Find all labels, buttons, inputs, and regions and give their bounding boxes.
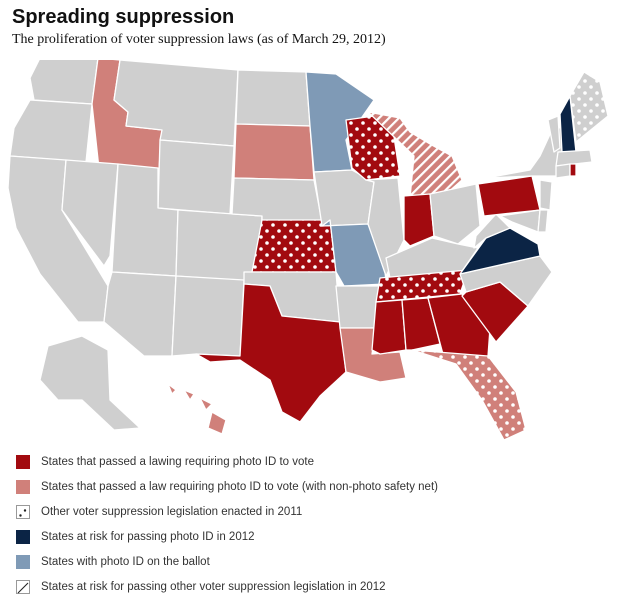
legend-item-photo-id-safety-net: States that passed a law requiring photo… xyxy=(16,478,606,503)
legend-swatch-other-2011 xyxy=(16,505,30,519)
state-florida xyxy=(411,349,527,441)
state-pattern-wisconsin xyxy=(346,116,400,180)
legend-item-on-ballot: States with photo ID on the ballot xyxy=(16,553,606,578)
state-shape-vermont xyxy=(547,115,561,153)
state-shape-alaska xyxy=(39,335,141,431)
state-massachusetts xyxy=(555,149,593,167)
state-shape-massachusetts xyxy=(555,149,593,167)
state-shape-south-dakota xyxy=(233,123,315,181)
map-subtitle: The proliferation of voter suppression l… xyxy=(12,32,386,47)
state-delaware xyxy=(537,209,549,233)
legend-item-at-risk-photo-id: States at risk for passing photo ID in 2… xyxy=(16,528,606,553)
state-shape-nevada xyxy=(61,159,119,267)
legend-label: States at risk for passing photo ID in 2… xyxy=(41,531,255,543)
state-shape-washington xyxy=(29,60,99,105)
us-map xyxy=(7,60,609,441)
state-shape-hawaii xyxy=(167,383,227,435)
state-pattern-tennessee xyxy=(376,270,468,302)
map-title: Spreading suppression xyxy=(12,6,235,28)
state-shape-nebraska xyxy=(231,177,323,223)
state-shape-pennsylvania xyxy=(477,175,541,217)
state-arizona xyxy=(103,271,177,357)
state-alaska xyxy=(39,335,141,431)
state-shape-wyoming xyxy=(157,139,235,215)
state-pattern-kansas xyxy=(252,220,336,272)
state-washington xyxy=(29,60,99,105)
state-colorado xyxy=(175,209,263,283)
state-shape-oregon xyxy=(9,99,93,163)
legend-swatch-at-risk-photo-id xyxy=(16,530,30,544)
state-south-dakota xyxy=(233,123,315,181)
legend-item-photo-id: States that passed a lawing requiring ph… xyxy=(16,453,606,478)
map-legend: States that passed a lawing requiring ph… xyxy=(16,453,606,603)
state-tennessee xyxy=(375,269,469,303)
legend-swatch-photo-id-safety-net xyxy=(16,480,30,494)
state-shape-colorado xyxy=(175,209,263,283)
legend-label: States that passed a law requiring photo… xyxy=(41,481,438,493)
state-pennsylvania xyxy=(477,175,541,217)
state-mississippi xyxy=(371,299,407,355)
legend-swatch-at-risk-other xyxy=(16,580,30,594)
state-indiana xyxy=(403,193,435,247)
state-virginia xyxy=(459,227,541,275)
state-shape-mississippi xyxy=(371,299,407,355)
state-nevada xyxy=(61,159,119,267)
legend-label: States that passed a lawing requiring ph… xyxy=(41,456,314,468)
state-pattern-florida xyxy=(412,350,526,440)
state-shape-new-jersey xyxy=(539,179,553,211)
state-shape-ohio xyxy=(429,183,481,245)
legend-swatch-on-ballot xyxy=(16,555,30,569)
state-shape-connecticut xyxy=(555,163,571,179)
state-pattern-maine xyxy=(570,72,608,142)
state-oregon xyxy=(9,99,93,163)
state-shape-texas xyxy=(195,283,347,423)
state-shape-illinois xyxy=(365,177,405,277)
state-vermont xyxy=(547,115,561,153)
state-shape-delaware xyxy=(537,209,549,233)
state-north-dakota xyxy=(235,69,311,127)
state-shape-new-mexico xyxy=(171,275,245,357)
state-kansas xyxy=(251,219,337,273)
legend-label: States with photo ID on the ballot xyxy=(41,556,210,568)
state-rhode-island xyxy=(569,163,577,177)
state-new-jersey xyxy=(539,179,553,211)
state-alabama xyxy=(401,297,441,351)
legend-swatch-photo-id xyxy=(16,455,30,469)
state-shape-rhode-island xyxy=(569,163,577,177)
state-pattern-michigan xyxy=(368,112,462,198)
legend-label: States at risk for passing other voter s… xyxy=(41,581,386,593)
state-shape-north-dakota xyxy=(235,69,311,127)
state-shape-west-virginia xyxy=(473,213,511,249)
state-maine xyxy=(569,71,609,143)
state-west-virginia xyxy=(473,213,511,249)
state-nebraska xyxy=(231,177,323,223)
state-connecticut xyxy=(555,163,571,179)
state-texas xyxy=(195,283,347,423)
state-michigan xyxy=(367,111,463,199)
state-shape-alabama xyxy=(401,297,441,351)
state-shape-virginia xyxy=(459,227,541,275)
state-illinois xyxy=(365,177,405,277)
state-shape-indiana xyxy=(403,193,435,247)
legend-item-other-2011: Other voter suppression legislation enac… xyxy=(16,503,606,528)
state-wyoming xyxy=(157,139,235,215)
state-hawaii xyxy=(167,383,227,435)
state-shape-arizona xyxy=(103,271,177,357)
legend-item-at-risk-other: States at risk for passing other voter s… xyxy=(16,578,606,603)
legend-label: Other voter suppression legislation enac… xyxy=(41,506,303,518)
state-shape-minnesota xyxy=(305,71,375,173)
state-new-mexico xyxy=(171,275,245,357)
state-minnesota xyxy=(305,71,375,173)
state-ohio xyxy=(429,183,481,245)
